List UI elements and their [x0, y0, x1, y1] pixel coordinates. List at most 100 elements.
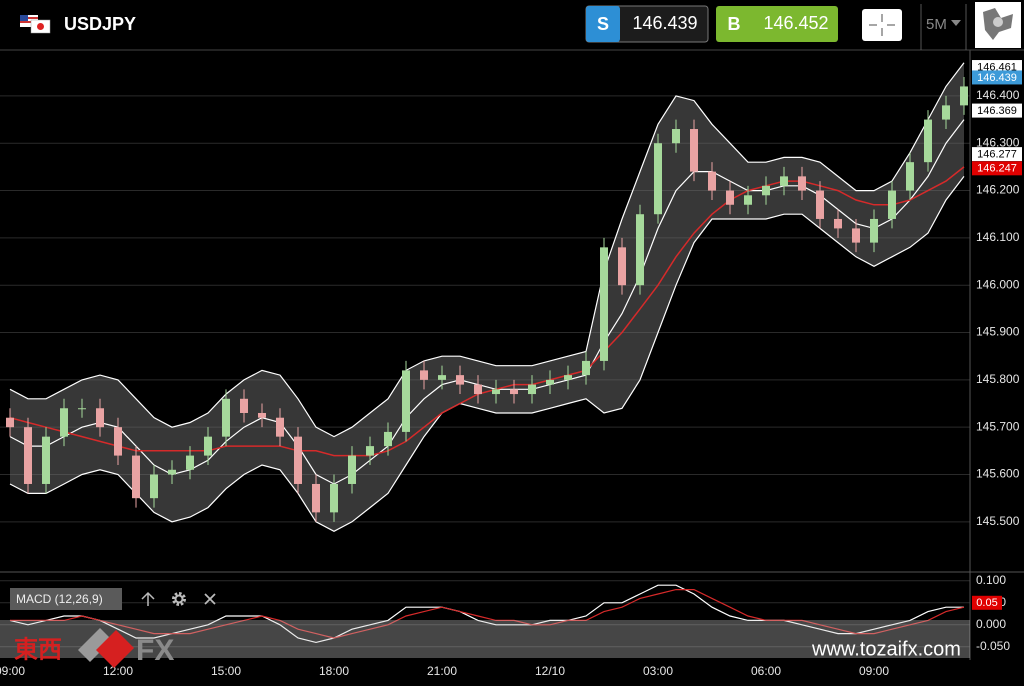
candle-body	[384, 431, 392, 447]
logo-suffix: FX	[136, 634, 174, 667]
sell-button[interactable]: S 146.439	[585, 5, 709, 43]
candle-body	[312, 483, 320, 513]
candle-body	[744, 195, 752, 205]
close-stroke	[204, 593, 216, 605]
candle-body	[780, 176, 788, 186]
dropdown-caret	[951, 20, 961, 26]
candle-body	[168, 469, 176, 475]
sell-price[interactable]: 146.439	[632, 13, 697, 33]
us-stripe	[20, 21, 38, 23]
buy-price[interactable]: 146.452	[763, 13, 828, 33]
settings-icon[interactable]	[172, 592, 186, 606]
candle-body	[258, 412, 266, 418]
sell-tab[interactable]	[586, 6, 620, 42]
candle-body	[96, 408, 104, 428]
candle-body	[510, 389, 518, 395]
indicator-label[interactable]: MACD (12,26,9)	[16, 592, 103, 606]
candle-body	[924, 119, 932, 163]
x-tick-label: 12:00	[103, 664, 133, 678]
candle-body	[366, 446, 374, 456]
timeframe-selector[interactable]: 5M	[926, 16, 961, 33]
axis-layer: 09:00 12:00 15:00 18:00 21:00 12/10 03:00 06:00…	[0, 50, 1024, 678]
x-tick-label: 15:00	[211, 664, 241, 678]
price-tag-label: 146.369	[977, 105, 1017, 117]
y-tick-label: -0.050	[976, 639, 1010, 653]
buy-box[interactable]	[716, 6, 838, 42]
candle-body	[888, 190, 896, 219]
candle-body	[78, 408, 86, 410]
timeframe[interactable]: 5M	[926, 16, 947, 33]
signal-line	[10, 589, 965, 639]
price-tag-label: 146.461	[977, 61, 1017, 73]
buy-label[interactable]: B	[728, 14, 741, 34]
y-tick-label: 145.800	[976, 372, 1020, 386]
candle-body	[816, 190, 824, 219]
candle-body	[276, 417, 284, 437]
macd-line	[9, 584, 964, 644]
bollinger-line	[9, 62, 965, 438]
candle-body	[474, 384, 482, 395]
value-tag	[972, 595, 1002, 610]
marks-layer	[6, 62, 968, 644]
arrow-head	[141, 591, 155, 600]
price-tag-label: 146.247	[977, 163, 1017, 175]
header: USDJPY S 146.439 B 146.452 5M	[0, 0, 1024, 51]
candle-body	[456, 375, 464, 385]
x-tick-label: 06:00	[751, 664, 781, 678]
crosshair-button[interactable]	[862, 9, 902, 41]
logo-diamond	[96, 630, 134, 668]
candle-body	[294, 436, 302, 484]
watermark-url: www.tozaifx.com	[811, 638, 961, 660]
candle-body	[762, 185, 770, 196]
y-tick-label: 145.900	[976, 325, 1020, 339]
candle-body	[960, 86, 968, 106]
candle-body	[24, 427, 32, 484]
candle-body	[906, 162, 914, 191]
thumbnail-dot	[993, 17, 1003, 27]
sell-label[interactable]: S	[597, 14, 609, 34]
candle-body	[150, 474, 158, 499]
buy-button[interactable]: B 146.452	[716, 6, 838, 42]
watermark: 東西 FX www.tozaifx.com	[0, 620, 970, 668]
y-tick-label: 145.700	[976, 419, 1020, 433]
candle-body	[564, 375, 572, 380]
move-up-icon[interactable]	[141, 591, 155, 606]
x-tick-label: 03:00	[643, 664, 673, 678]
candle-body	[942, 105, 950, 120]
x-tick-label: 21:00	[427, 664, 457, 678]
price-tag-label: 146.277	[977, 149, 1017, 161]
header-bg	[0, 0, 1024, 50]
candle-body	[132, 455, 140, 499]
candle-body	[204, 436, 212, 456]
x-tick-label: 09:00	[0, 664, 25, 678]
logo-diamond	[78, 628, 112, 662]
bollinger-line	[9, 176, 965, 532]
candle-body	[42, 436, 50, 484]
candle-body	[852, 228, 860, 243]
indicator-label-bg[interactable]	[10, 588, 122, 610]
candle-body	[546, 379, 554, 385]
y-tick-label: 0.000	[976, 617, 1006, 631]
candle-body	[690, 129, 698, 172]
settings-thumbnail[interactable]	[975, 2, 1021, 48]
candle-body	[114, 427, 122, 456]
y-tick-label: 146.200	[976, 183, 1020, 197]
grid-layer	[0, 95, 970, 648]
candle-body	[402, 370, 410, 432]
crosshair-bg[interactable]	[862, 9, 902, 41]
candle-body	[348, 455, 356, 484]
candle-body	[672, 129, 680, 144]
candle-body	[222, 398, 230, 437]
candle-body	[492, 389, 500, 395]
y-tick-label: 146.300	[976, 135, 1020, 149]
close-icon[interactable]	[204, 593, 216, 605]
y-tick-label: 146.100	[976, 230, 1020, 244]
value-tag-label: 0.05	[976, 597, 997, 609]
logo-text: 東西	[14, 636, 62, 663]
x-tick-label: 12/10	[535, 664, 565, 678]
candle-body	[330, 483, 338, 513]
price-tag-label: 146.439	[977, 72, 1017, 84]
